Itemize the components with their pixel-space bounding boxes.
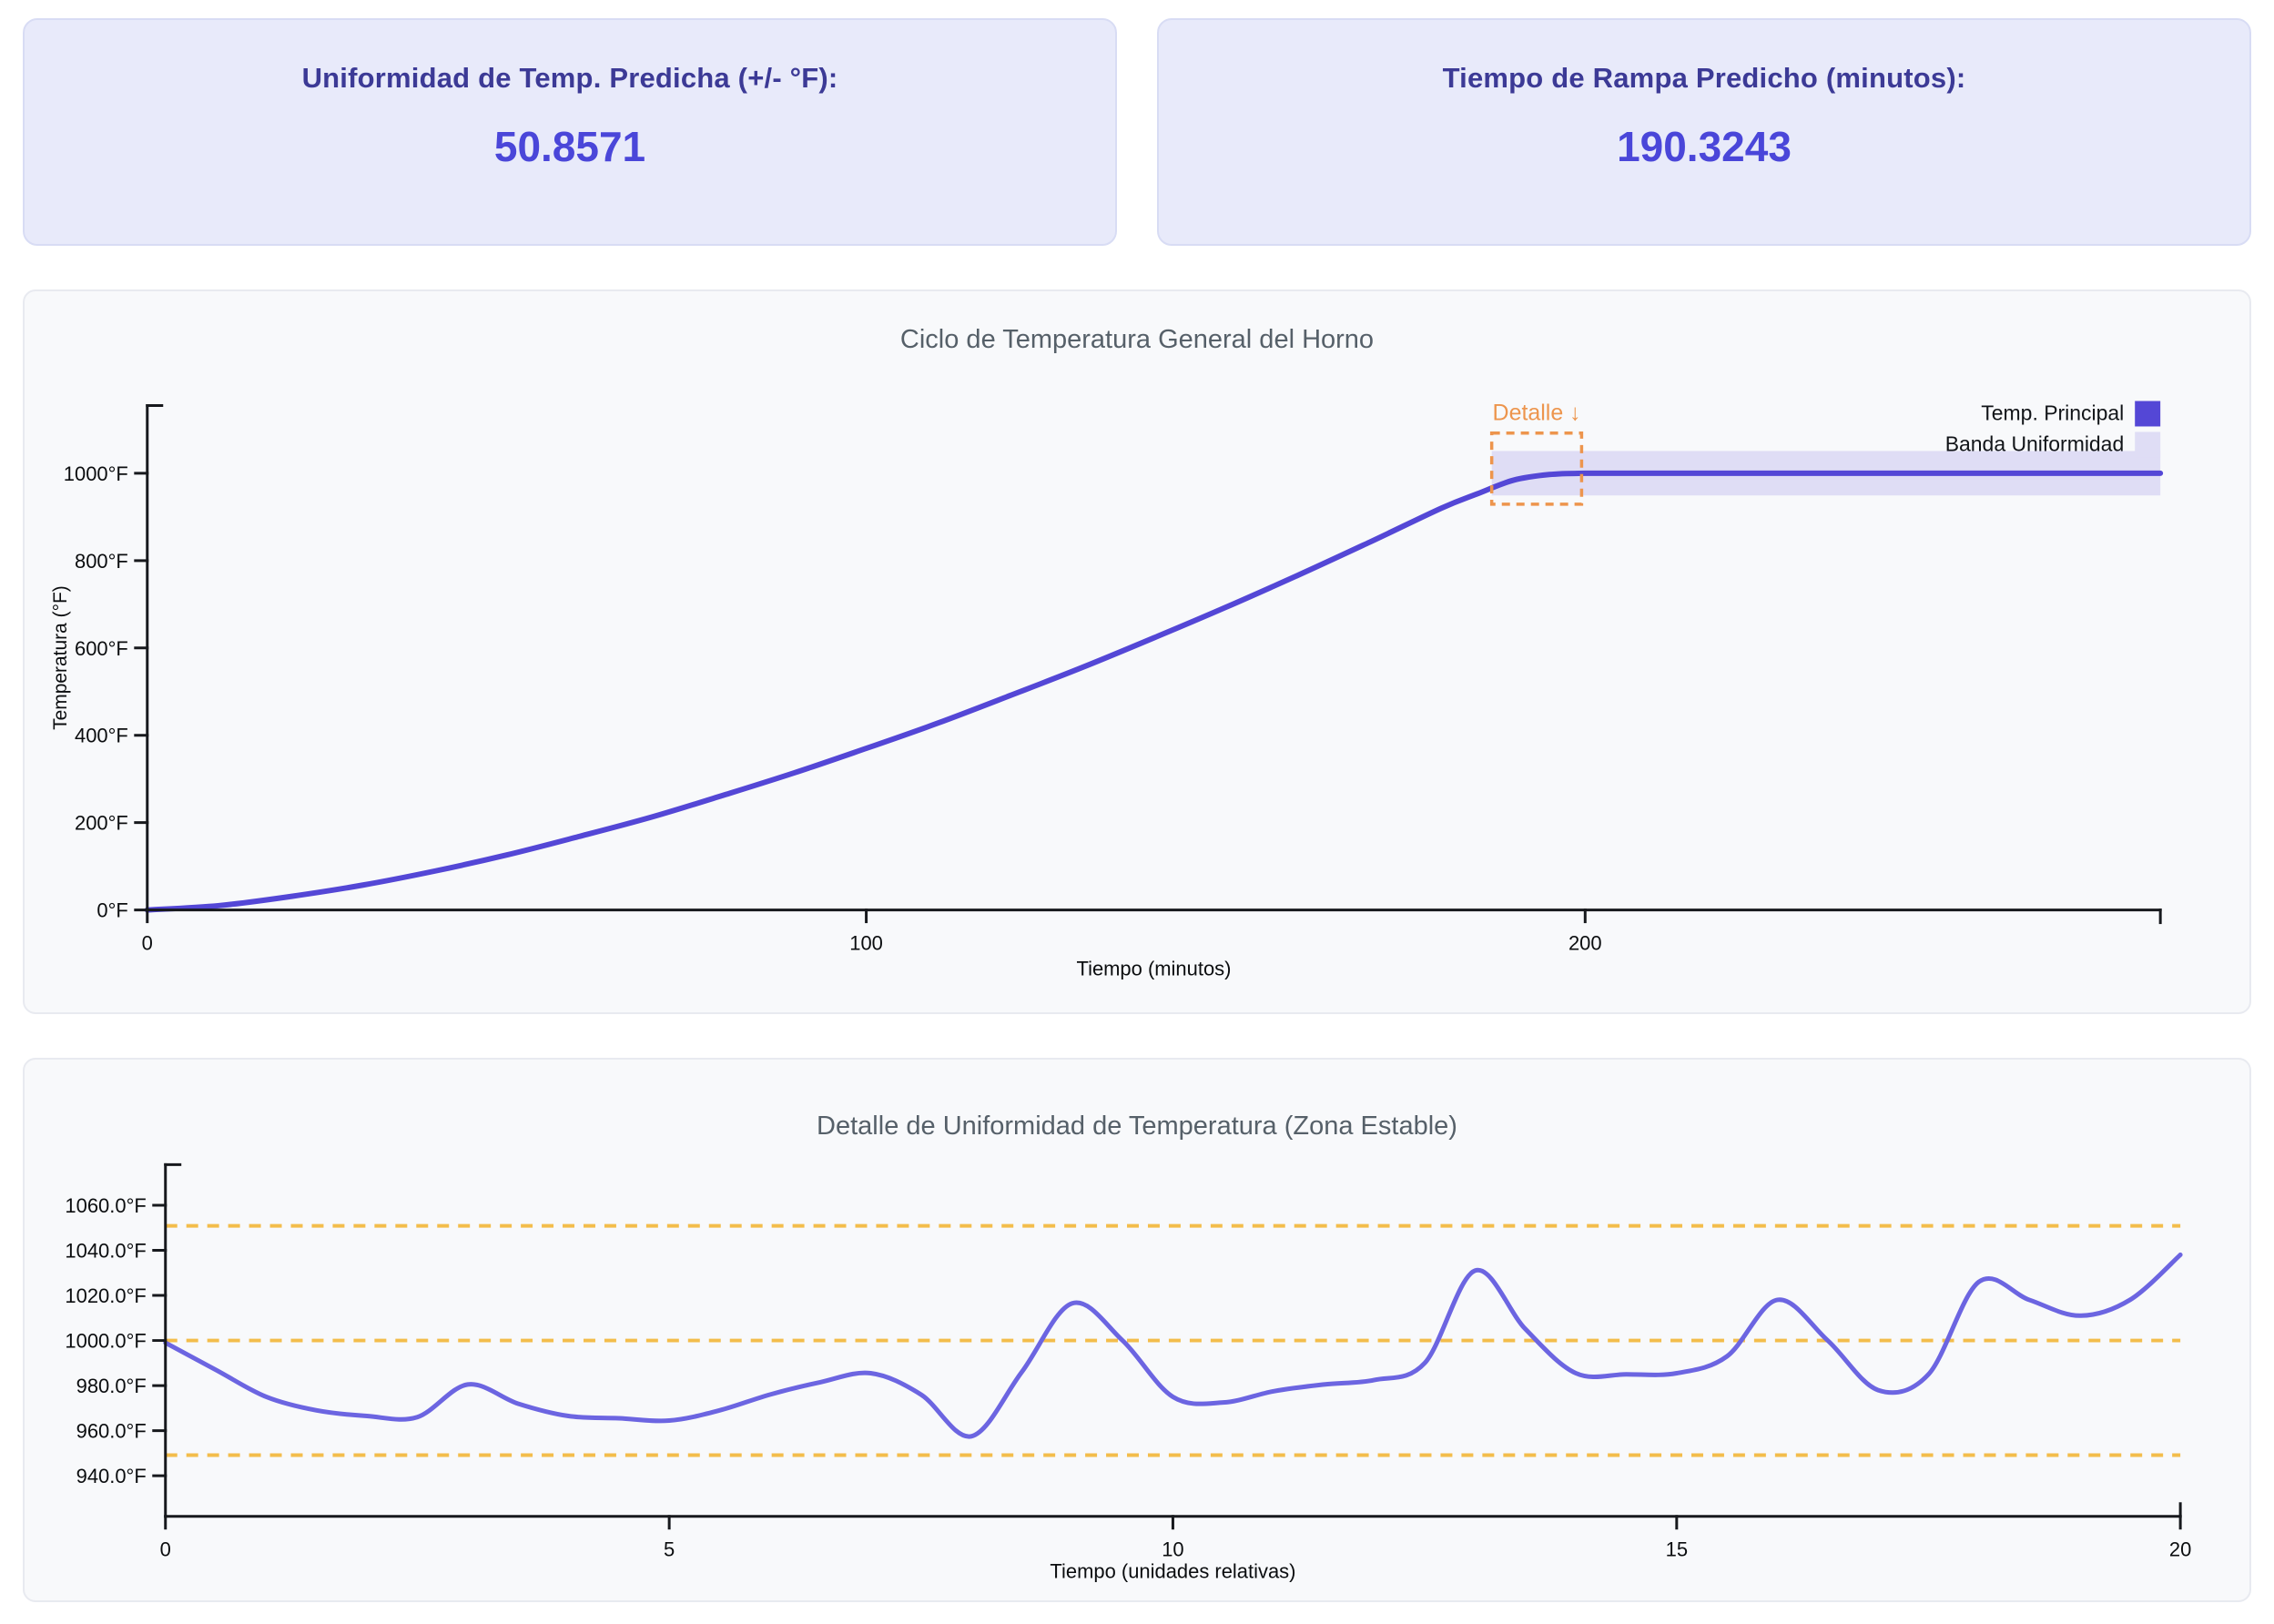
metric-card-uniformity: Uniformidad de Temp. Predicha (+/- °F): … [23, 18, 1117, 246]
detail-annotation-label: Detalle ↓ [1493, 400, 1581, 425]
y-tick-label: 200°F [75, 812, 128, 835]
metric-card-ramp-time-title: Tiempo de Rampa Predicho (minutos): [1442, 62, 1966, 94]
metric-card-uniformity-title: Uniformidad de Temp. Predicha (+/- °F): [301, 62, 838, 94]
metric-card-uniformity-value: 50.8571 [493, 123, 646, 170]
y-axis-label: Temperatura (°F) [50, 585, 71, 730]
y-tick-label: 600°F [75, 637, 128, 660]
x-tick-label: 15 [1666, 1538, 1688, 1561]
metric-card-ramp-time: Tiempo de Rampa Predicho (minutos): 190.… [1157, 18, 2251, 246]
legend-swatch-1 [2135, 431, 2161, 458]
y-tick-label: 960.0°F [76, 1420, 147, 1443]
y-tick-label: 1020.0°F [65, 1284, 146, 1307]
x-axis-label: Tiempo (minutos) [1076, 957, 1231, 979]
x-tick-label: 0 [160, 1538, 171, 1561]
y-tick-label: 1040.0°F [65, 1240, 146, 1263]
x-axis-label: Tiempo (unidades relativas) [1050, 1560, 1295, 1583]
y-tick-label: 940.0°F [76, 1465, 147, 1487]
x-tick-label: 0 [142, 932, 153, 955]
detail-chart-title: Detalle de Uniformidad de Temperatura (Z… [817, 1111, 1457, 1141]
y-tick-label: 400°F [75, 725, 128, 747]
series-line-0 [163, 1252, 2183, 1439]
y-tick-label: 1000°F [64, 462, 128, 485]
metric-card-ramp-time-value: 190.3243 [1617, 123, 1792, 170]
series-line-0 [144, 470, 2164, 913]
detail-line-chart: 0 5 10 15 20 940.0°F 960.0°F 980.0°F 1000.0°F 102… [65, 1162, 2191, 1583]
panel-overview-chart: Ciclo de Temperatura General del Horno 0… [23, 289, 2251, 1014]
x-tick-label: 20 [2169, 1538, 2191, 1561]
y-tick-label: 1060.0°F [65, 1194, 146, 1217]
x-tick-label: 5 [664, 1538, 675, 1561]
y-tick-label: 800°F [75, 550, 128, 573]
x-tick-label: 200 [1568, 932, 1602, 955]
y-tick-label: 0°F [96, 899, 127, 922]
y-tick-label: 1000.0°F [65, 1330, 146, 1353]
legend-swatch-0 [2135, 401, 2161, 427]
metrics-row: Uniformidad de Temp. Predicha (+/- °F): … [23, 18, 2251, 246]
y-tick-label: 980.0°F [76, 1375, 147, 1397]
x-tick-label: 10 [1162, 1538, 1183, 1561]
panel-detail-chart: Detalle de Uniformidad de Temperatura (Z… [23, 1058, 2251, 1602]
overview-line-chart: 0 100 200 0°F 200°F 400°F 600°F 800°F 1000°F Tiem… [50, 400, 2164, 979]
detail-annotation-box [1489, 431, 1584, 506]
legend-label-0: Temp. Principal [1981, 401, 2124, 424]
legend-label-1: Banda Uniformidad [1945, 431, 2125, 455]
overview-chart-title: Ciclo de Temperatura General del Horno [899, 325, 1375, 354]
x-tick-label: 100 [849, 932, 883, 955]
